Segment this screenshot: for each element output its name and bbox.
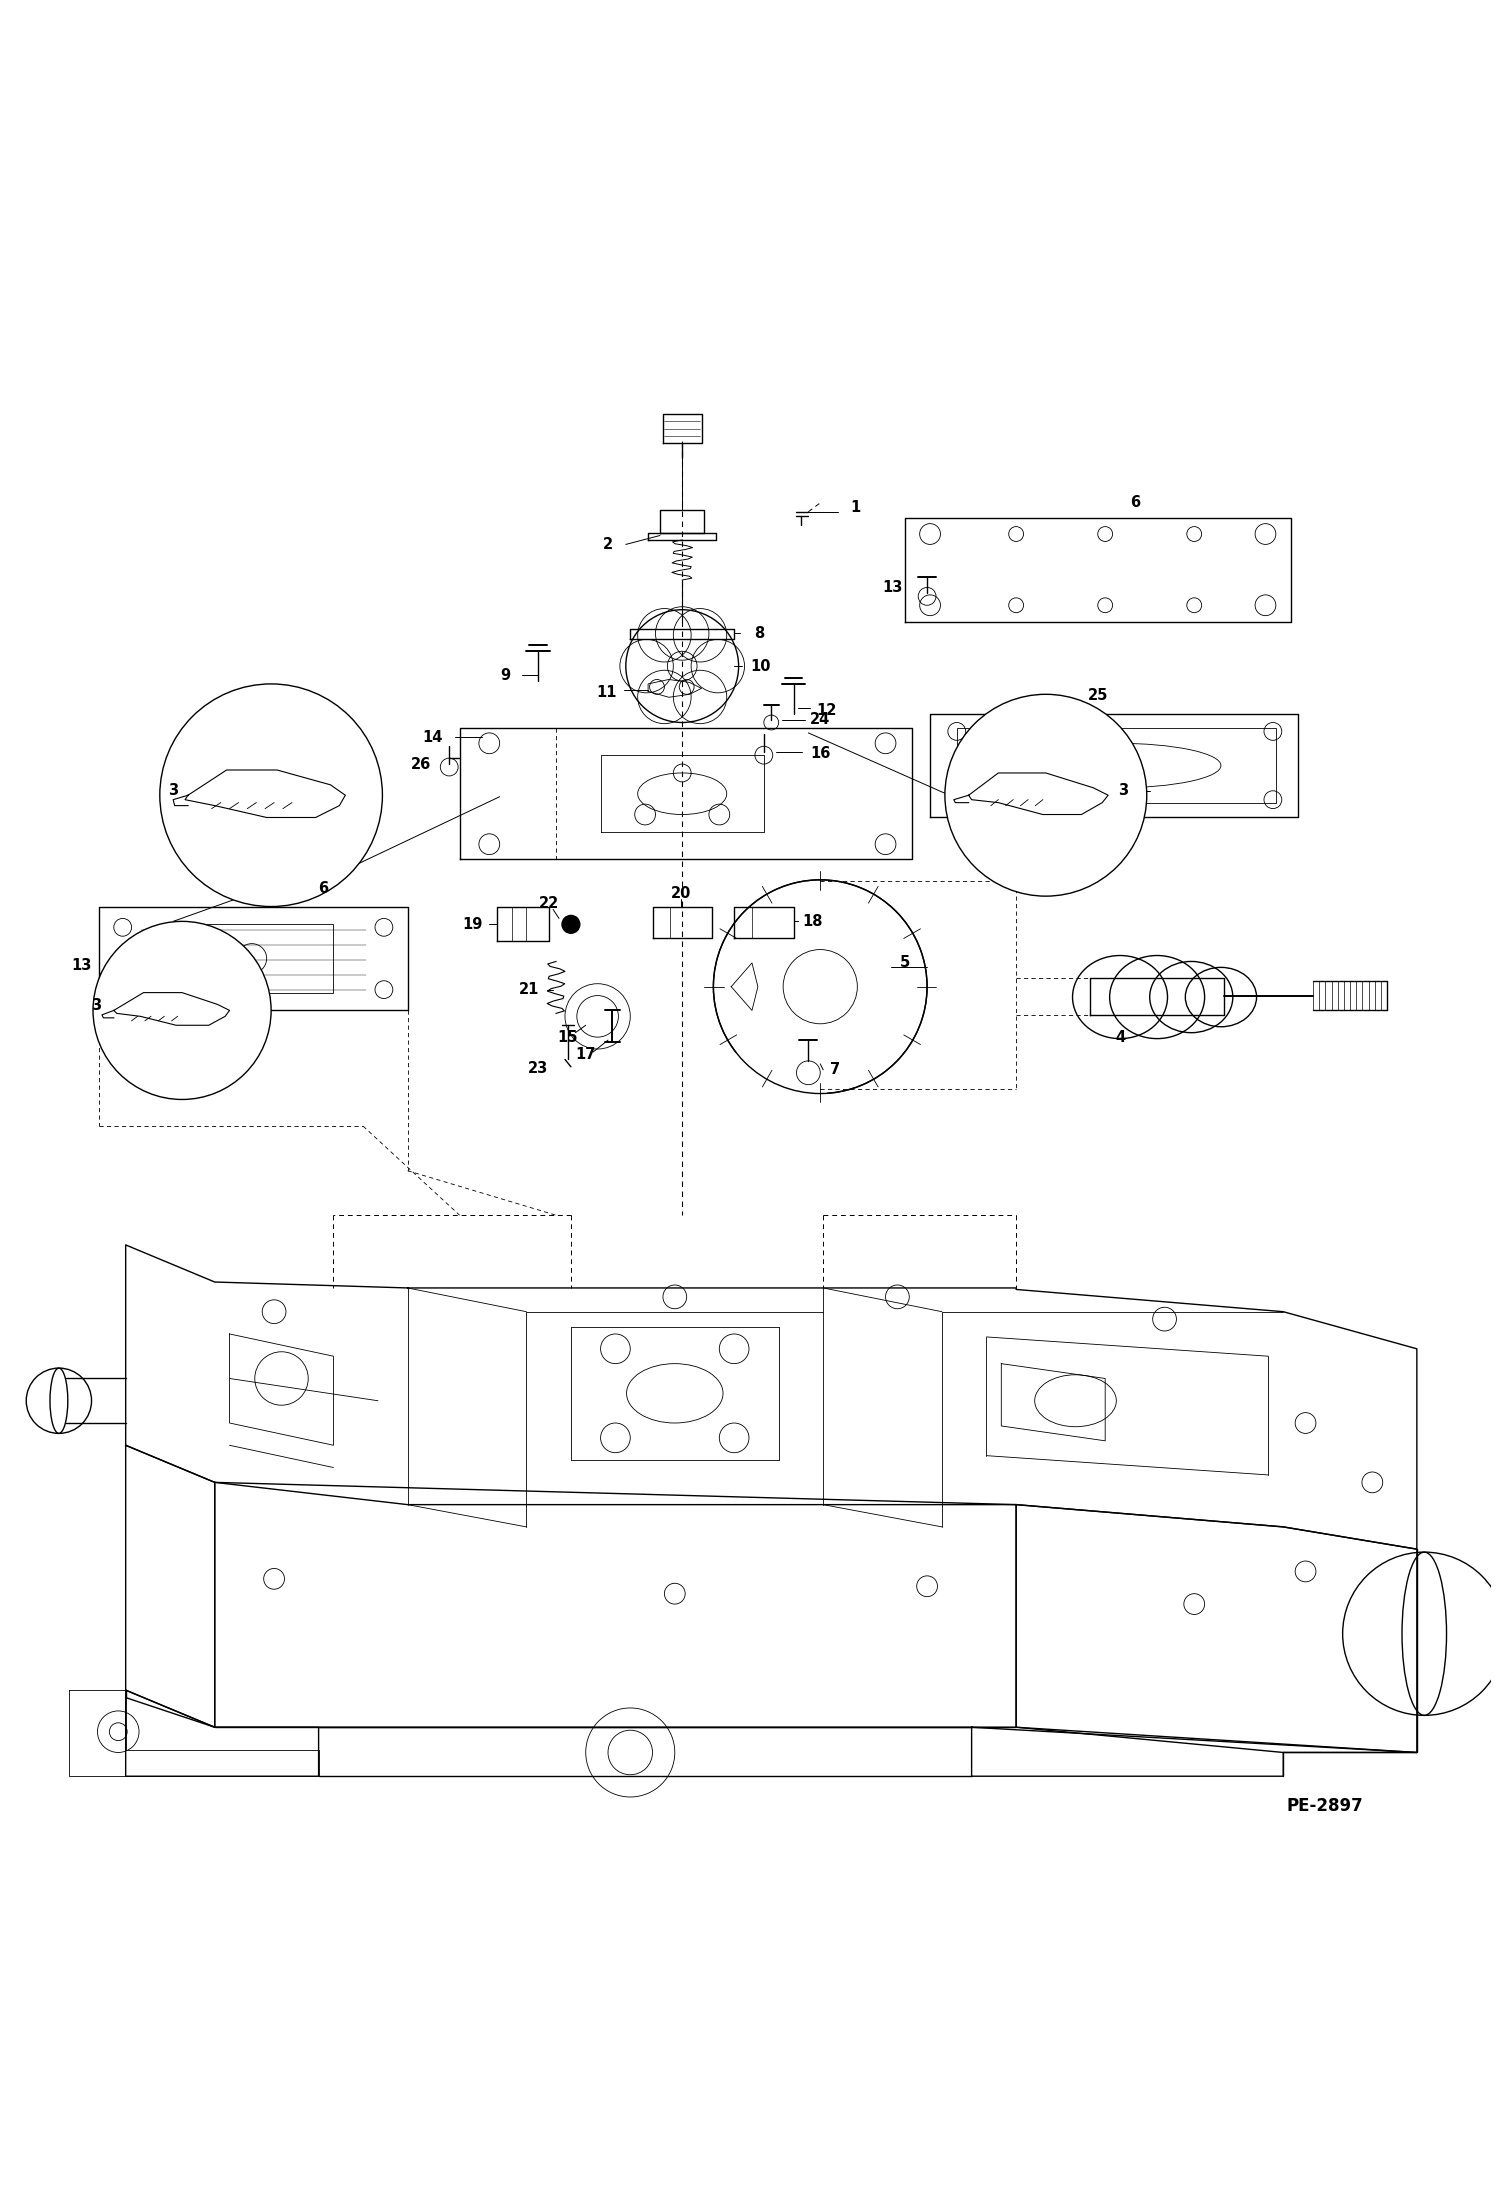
Text: 3: 3: [168, 783, 178, 798]
Text: 12: 12: [816, 704, 836, 717]
Text: 19: 19: [463, 917, 484, 932]
Text: 13: 13: [882, 579, 903, 594]
Text: 11: 11: [596, 686, 617, 700]
Text: 1: 1: [851, 500, 861, 515]
Circle shape: [93, 921, 271, 1099]
Text: PE-2897: PE-2897: [1287, 1796, 1363, 1816]
Text: 16: 16: [810, 746, 830, 761]
Text: 14: 14: [422, 730, 443, 746]
Text: 3: 3: [91, 998, 100, 1013]
Text: 8: 8: [755, 625, 764, 640]
Text: 23: 23: [529, 1061, 548, 1077]
Text: 4: 4: [1115, 1031, 1125, 1044]
Text: 21: 21: [520, 982, 539, 998]
Text: 5: 5: [900, 956, 909, 971]
Circle shape: [160, 684, 382, 906]
Text: 24: 24: [810, 713, 830, 728]
Text: 7: 7: [830, 1061, 840, 1077]
Text: 13: 13: [70, 958, 91, 974]
Text: 15: 15: [557, 1031, 578, 1044]
Circle shape: [945, 695, 1147, 897]
Text: 6: 6: [1129, 496, 1140, 511]
Text: 9: 9: [500, 667, 511, 682]
Text: 26: 26: [410, 757, 431, 772]
Circle shape: [562, 914, 580, 934]
Text: 18: 18: [803, 914, 822, 930]
Text: 6: 6: [318, 882, 328, 897]
Text: 2: 2: [604, 537, 613, 553]
Text: 17: 17: [575, 1048, 596, 1061]
Text: 3: 3: [1118, 783, 1128, 798]
Text: 25: 25: [1088, 689, 1109, 704]
Text: 10: 10: [750, 658, 771, 673]
Text: 22: 22: [538, 897, 559, 910]
Text: 20: 20: [671, 886, 691, 901]
